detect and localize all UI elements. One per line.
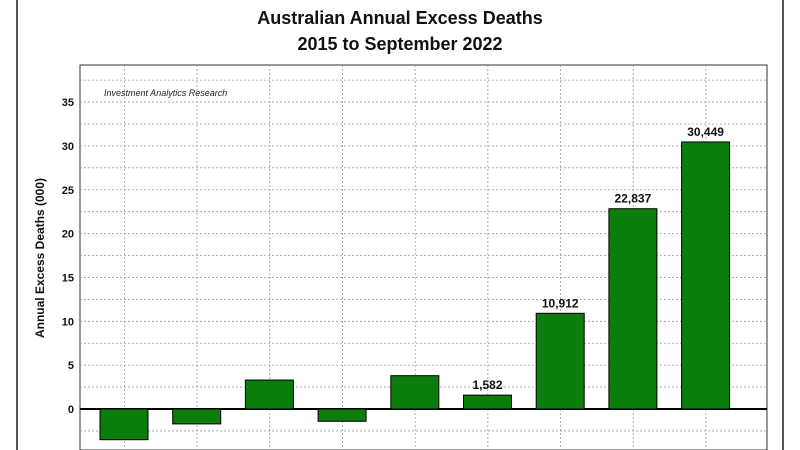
y-tick-label: 35 — [62, 97, 74, 109]
frame-border-left — [16, 0, 18, 450]
chart-subtitle: 2015 to September 2022 — [297, 34, 503, 54]
bar — [172, 408, 222, 425]
bar — [390, 375, 440, 410]
bar — [99, 408, 149, 441]
y-tick-label: 30 — [62, 141, 74, 153]
data-label: 22,837 — [615, 192, 652, 206]
plot-area-border — [79, 64, 768, 450]
bar — [681, 141, 731, 410]
bar — [244, 379, 294, 410]
chart-title: Australian Annual Excess Deaths — [257, 8, 543, 28]
y-tick-label: 10 — [62, 316, 74, 328]
bar — [608, 208, 658, 410]
data-label: 10,912 — [542, 296, 579, 310]
y-axis-label: Annual Excess Deaths (000) — [33, 177, 47, 339]
frame-border-right — [782, 0, 784, 450]
bar — [535, 312, 585, 410]
data-label: 1,582 — [472, 378, 502, 392]
y-tick-label: 25 — [62, 185, 74, 197]
bar — [463, 394, 512, 410]
bar — [317, 408, 367, 422]
data-label: 30,449 — [687, 125, 724, 139]
y-tick-label: 5 — [68, 360, 74, 372]
y-tick-label: 20 — [62, 229, 74, 241]
y-tick-label: 15 — [62, 272, 74, 284]
chart-annotation: Investment Analytics Research — [104, 88, 228, 98]
y-tick-label: 0 — [68, 404, 74, 416]
